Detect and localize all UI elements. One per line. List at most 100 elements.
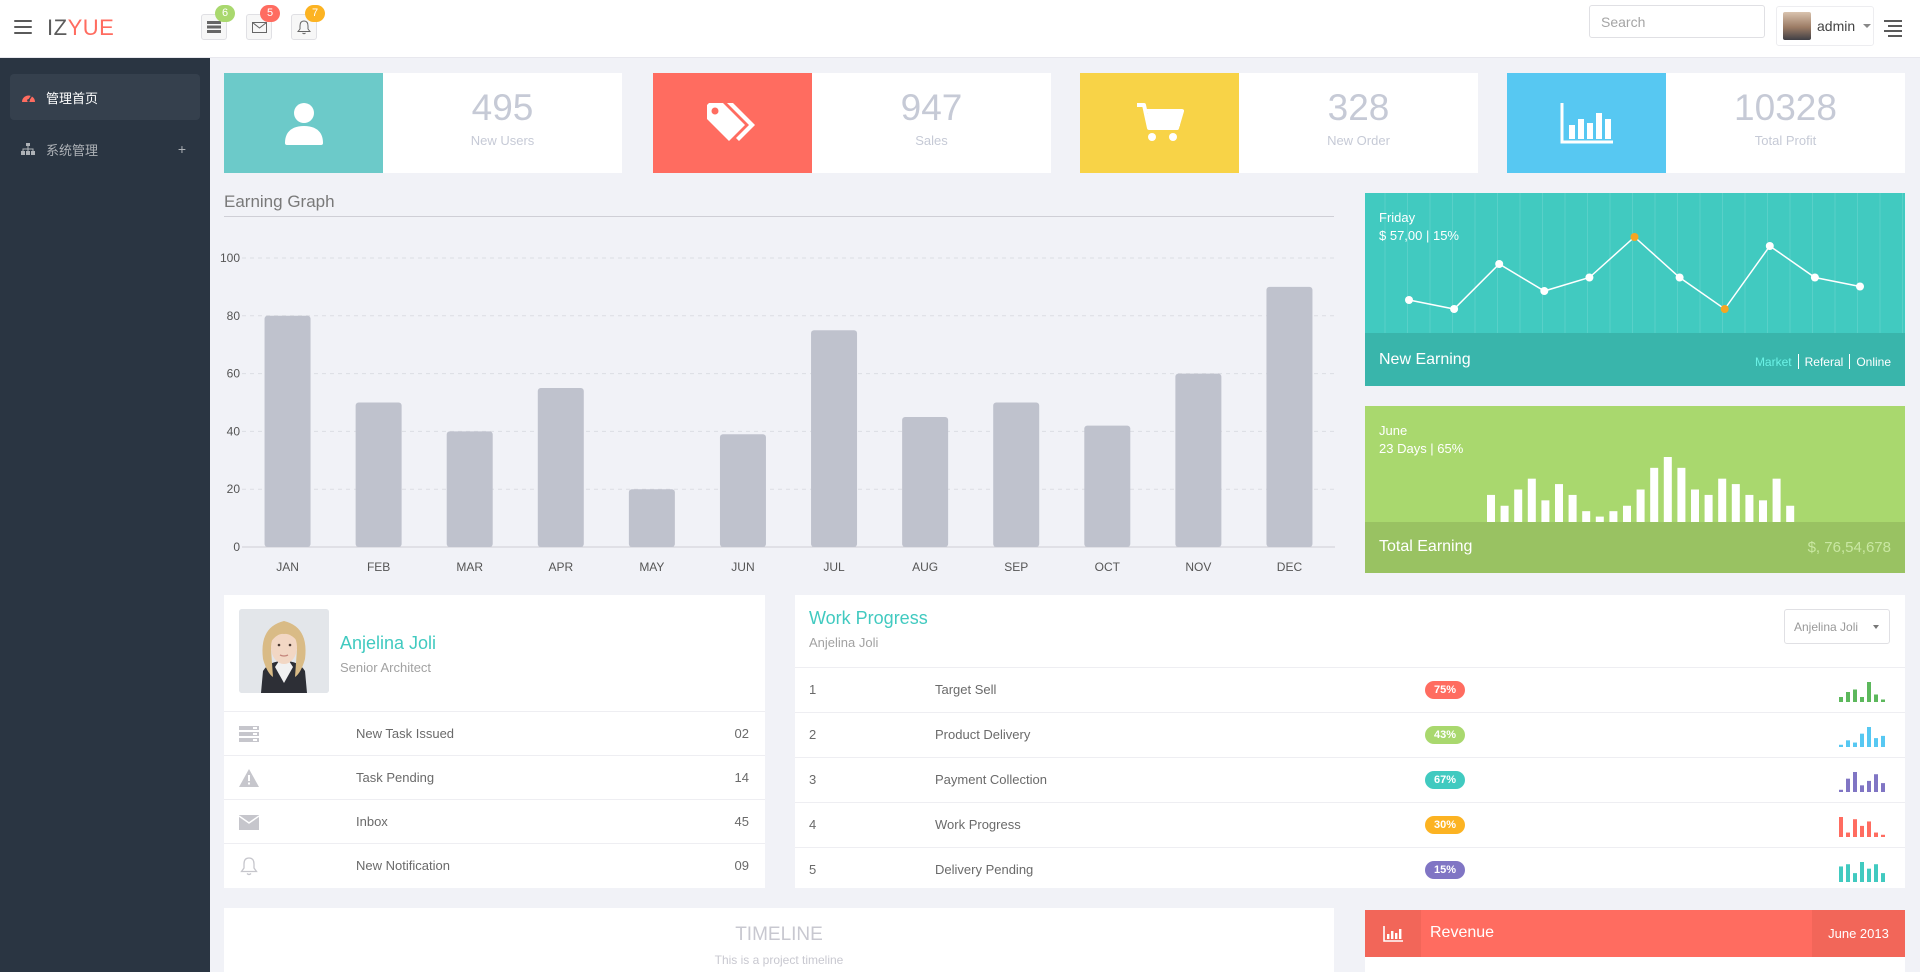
- stat-total-profit: 10328 Total Profit: [1507, 73, 1905, 173]
- chevron-down-icon: [1873, 625, 1879, 629]
- bar-oct: [1084, 425, 1131, 547]
- y-tick-label: 20: [227, 482, 241, 496]
- table-row[interactable]: 1 Target Sell 75%: [795, 667, 1905, 712]
- mini-bar: [1718, 478, 1727, 522]
- right-sidebar-toggle-icon[interactable]: [1884, 20, 1902, 37]
- sparkline-bar: [1846, 832, 1850, 837]
- logo-main: IZ: [47, 15, 68, 40]
- mini-bar: [1582, 511, 1591, 522]
- sidebar-item-label: 系统管理: [46, 142, 99, 158]
- user-menu[interactable]: admin: [1776, 6, 1874, 46]
- sparkline-bar: [1867, 682, 1871, 702]
- profile-photo: [239, 609, 329, 693]
- list-item[interactable]: New Task Issued 02: [224, 711, 765, 755]
- x-tick-label: OCT: [1095, 560, 1121, 574]
- stat-label: New Order: [1327, 133, 1390, 148]
- list-item-label: Task Pending: [356, 770, 435, 785]
- list-item[interactable]: Task Pending 14: [224, 755, 765, 799]
- task-name: Payment Collection: [935, 772, 1047, 787]
- x-tick-label: FEB: [367, 560, 390, 574]
- sparkline-chart: [1839, 862, 1885, 882]
- top-header: IZYUE 6 5 7 admin: [0, 0, 1920, 58]
- alerts-notification-button[interactable]: 7: [291, 5, 325, 40]
- sparkline-chart: [1839, 772, 1885, 792]
- sparkline-bar: [1839, 789, 1843, 792]
- total-month: June: [1379, 423, 1408, 438]
- table-row[interactable]: 2 Product Delivery 43%: [795, 712, 1905, 757]
- bar-chart-icon: [1365, 910, 1421, 957]
- profile-card: Anjelina Joli Senior Architect New Task …: [224, 595, 765, 888]
- revenue-panel: Revenue June 2013: [1365, 910, 1905, 972]
- online-link[interactable]: Online: [1856, 354, 1891, 369]
- total-title: Total Earning: [1379, 538, 1473, 555]
- list-item[interactable]: Inbox 45: [224, 799, 765, 843]
- line-point: [1765, 242, 1774, 250]
- mini-bar-chart: [1487, 457, 1795, 522]
- line-point: [1405, 296, 1413, 304]
- sidebar-item-dashboard[interactable]: 管理首页: [10, 74, 200, 120]
- x-tick-label: APR: [548, 560, 573, 574]
- sparkline-chart: [1839, 817, 1885, 837]
- mini-bar: [1541, 500, 1550, 522]
- bell-icon: [238, 856, 260, 876]
- table-row[interactable]: 3 Payment Collection 67%: [795, 757, 1905, 802]
- sidebar-item-system[interactable]: 系统管理 +: [10, 126, 200, 172]
- sparkline-bar: [1867, 868, 1871, 882]
- sparkline-bar: [1853, 873, 1857, 882]
- sparkline-chart: [1839, 682, 1885, 702]
- line-point: [1856, 282, 1864, 291]
- list-item[interactable]: New Notification 09: [224, 843, 765, 887]
- revenue-title: Revenue: [1430, 924, 1495, 941]
- sidebar: 管理首页 系统管理 +: [0, 58, 210, 972]
- inbox-notification-button[interactable]: 5: [246, 5, 280, 40]
- sparkline-bar: [1853, 742, 1857, 747]
- logo[interactable]: IZYUE: [47, 15, 114, 41]
- sparkline-bar: [1853, 819, 1857, 837]
- x-tick-label: MAY: [639, 560, 664, 574]
- sparkline-bar: [1839, 866, 1843, 882]
- username: admin: [1817, 18, 1856, 34]
- x-tick-label: MAR: [456, 560, 483, 574]
- line-point: [1720, 305, 1729, 313]
- mini-bar: [1650, 467, 1659, 522]
- referal-link[interactable]: Referal: [1804, 354, 1844, 369]
- list-item-label: New Notification: [356, 858, 450, 873]
- bar-dec: [1266, 286, 1313, 547]
- sparkline-bar: [1881, 699, 1885, 702]
- mini-bar: [1623, 505, 1631, 522]
- status-badge: 15%: [1425, 861, 1465, 879]
- search-input[interactable]: [1589, 5, 1765, 38]
- task-name: Target Sell: [935, 682, 997, 697]
- row-number: 1: [809, 682, 817, 697]
- sparkline-bar: [1846, 778, 1850, 792]
- list-item-label: New Task Issued: [356, 726, 455, 741]
- sitemap-icon: [20, 141, 36, 157]
- revenue-date: June 2013: [1812, 910, 1905, 957]
- avatar: [1783, 12, 1811, 40]
- mini-bar: [1568, 494, 1577, 522]
- stat-label: Sales: [915, 133, 948, 148]
- table-row[interactable]: 5 Delivery Pending 15%: [795, 847, 1905, 892]
- chevron-down-icon: [1863, 24, 1872, 28]
- table-row[interactable]: 4 Work Progress 30%: [795, 802, 1905, 847]
- status-badge: 75%: [1425, 681, 1465, 699]
- earning-day: Friday: [1379, 210, 1416, 225]
- x-tick-label: JAN: [276, 560, 299, 574]
- bar-aug: [902, 416, 949, 547]
- profile-name[interactable]: Anjelina Joli: [340, 633, 437, 653]
- market-link[interactable]: Market: [1754, 354, 1792, 369]
- divider: [1849, 354, 1851, 369]
- mini-bar: [1759, 500, 1767, 522]
- total-earning-widget: June 23 Days | 65% Total Earning $, 76,5…: [1365, 406, 1905, 573]
- earning-graph-title: Earning Graph: [224, 192, 335, 211]
- mini-bar: [1609, 511, 1618, 522]
- bar-jan: [264, 315, 311, 547]
- tasks-notification-button[interactable]: 6: [201, 5, 235, 40]
- tasks-count-badge: 6: [215, 5, 235, 22]
- bell-icon: [297, 19, 311, 34]
- sparkline-bar: [1881, 735, 1885, 747]
- x-tick-label: DEC: [1277, 560, 1303, 574]
- bar-feb: [355, 402, 402, 547]
- sidebar-toggle-icon[interactable]: [14, 20, 32, 36]
- person-select[interactable]: Anjelina Joli: [1784, 609, 1890, 644]
